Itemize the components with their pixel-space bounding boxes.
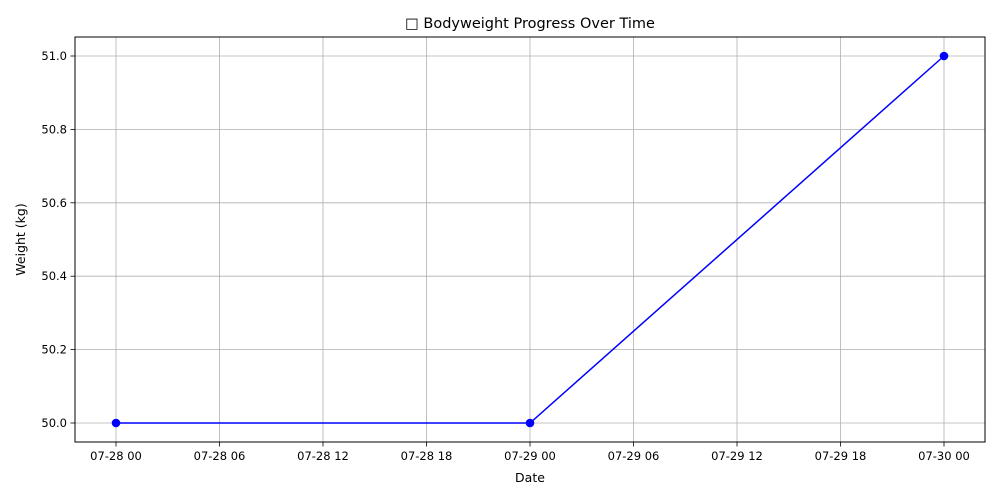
y-tick-label: 50.0	[41, 416, 67, 430]
y-tick-label: 50.4	[41, 269, 67, 283]
data-point	[111, 418, 121, 428]
y-axis-label: Weight (kg)	[13, 203, 28, 275]
chart-title: □ Bodyweight Progress Over Time	[405, 16, 655, 32]
x-tick-label: 07-29 06	[608, 449, 660, 463]
x-tick-label: 07-29 00	[504, 449, 556, 463]
y-tick-label: 51.0	[41, 49, 67, 63]
y-tick-label: 50.8	[41, 122, 67, 136]
x-tick-label: 07-28 12	[297, 449, 349, 463]
x-tick-label: 07-29 18	[815, 449, 867, 463]
x-axis-label: Date	[515, 470, 545, 485]
x-tick-label: 07-30 00	[918, 449, 970, 463]
y-tick-label: 50.6	[41, 196, 67, 210]
data-point	[525, 418, 535, 428]
x-tick-label: 07-28 00	[90, 449, 142, 463]
series-layer	[111, 51, 949, 428]
x-tick-label: 07-29 12	[711, 449, 763, 463]
x-tick-label: 07-28 18	[401, 449, 453, 463]
x-tick-label: 07-28 06	[194, 449, 246, 463]
y-tick-label: 50.2	[41, 343, 67, 357]
data-point	[939, 51, 949, 61]
ticks: 07-28 00 07-28 06 07-28 12 07-28 18 07-29 00…	[41, 49, 969, 463]
